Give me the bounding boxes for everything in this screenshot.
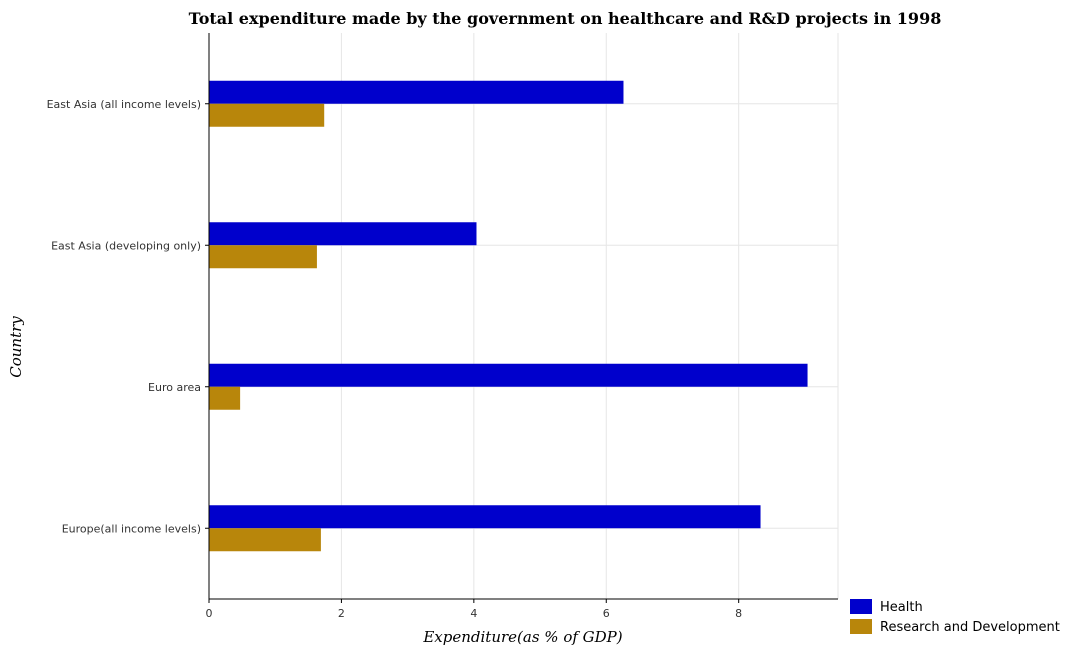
x-axis-title: Expenditure(as % of GDP) — [422, 628, 622, 646]
legend-label: Research and Development — [880, 620, 1060, 635]
legend-swatch — [850, 619, 872, 634]
bar-research — [209, 245, 317, 269]
bar-research — [209, 386, 241, 410]
x-tick-label: 8 — [735, 607, 742, 620]
y-tick-label: East Asia (all income levels) — [47, 98, 201, 111]
chart-title: Total expenditure made by the government… — [189, 9, 942, 28]
y-axis-title: Country — [7, 316, 25, 378]
legend-swatch — [850, 599, 872, 614]
bar-health — [209, 222, 477, 246]
y-tick-label: Europe(all income levels) — [62, 522, 201, 535]
legend-label: Health — [880, 600, 923, 615]
bar-research — [209, 528, 321, 552]
bar-health — [209, 80, 624, 104]
x-tick-label: 0 — [206, 607, 213, 620]
x-axis: 0 2 4 6 8 — [206, 598, 838, 620]
bar-research — [209, 103, 325, 127]
x-tick-label: 6 — [603, 607, 610, 620]
y-tick-label: East Asia (developing only) — [51, 239, 201, 252]
bar-health — [209, 363, 808, 387]
y-tick-label: Euro area — [148, 381, 201, 394]
x-tick-label: 2 — [338, 607, 345, 620]
x-tick-label: 4 — [470, 607, 477, 620]
legend: Health Research and Development — [850, 599, 1060, 635]
bar-health — [209, 505, 761, 529]
bars — [209, 80, 808, 552]
y-axis: East Asia (all income levels) East Asia (… — [47, 33, 210, 599]
